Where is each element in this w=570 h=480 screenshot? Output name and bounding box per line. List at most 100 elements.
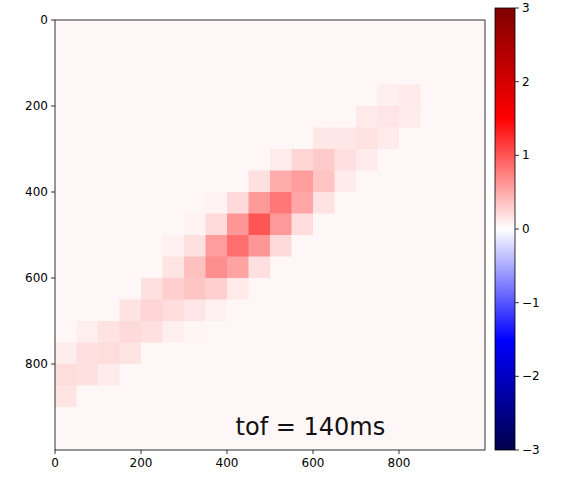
heatmap-cell — [227, 235, 249, 257]
heatmap-cell — [227, 42, 249, 64]
heatmap-cell — [313, 128, 335, 150]
colorbar-tick — [515, 302, 519, 303]
heatmap-cell — [399, 42, 421, 64]
heatmap-cell — [399, 321, 421, 343]
heatmap-cell — [313, 20, 335, 42]
heatmap-cell — [399, 171, 421, 193]
heatmap-cell — [227, 343, 249, 365]
heatmap-cell — [77, 106, 99, 128]
heatmap-cell — [335, 192, 357, 214]
heatmap-cell — [335, 20, 357, 42]
heatmap-cell — [356, 85, 378, 107]
heatmap-cell — [98, 386, 120, 408]
heatmap-cell — [249, 300, 271, 322]
heatmap-cell — [120, 63, 142, 85]
heatmap-cell — [184, 149, 206, 171]
heatmap-cell — [206, 149, 228, 171]
heatmap-cell — [399, 128, 421, 150]
heatmap-cell — [227, 20, 249, 42]
x-tick — [141, 450, 142, 454]
heatmap-cell — [141, 429, 163, 451]
colorbar-tick — [515, 229, 519, 230]
heatmap-cell — [421, 85, 443, 107]
heatmap-cell — [399, 257, 421, 279]
heatmap-cell — [378, 364, 400, 386]
heatmap-cell — [120, 321, 142, 343]
heatmap-cell — [335, 63, 357, 85]
heatmap-cell — [249, 128, 271, 150]
heatmap-cell — [184, 192, 206, 214]
heatmap-cell — [98, 321, 120, 343]
heatmap-cell — [141, 278, 163, 300]
heatmap-cell — [464, 257, 486, 279]
heatmap-cell — [184, 85, 206, 107]
heatmap-cell — [55, 278, 77, 300]
heatmap-cell — [206, 214, 228, 236]
heatmap-cell — [378, 85, 400, 107]
heatmap-cell — [249, 20, 271, 42]
heatmap-cell — [227, 257, 249, 279]
heatmap-cell — [442, 321, 464, 343]
heatmap-cell — [184, 63, 206, 85]
heatmap-cell — [77, 128, 99, 150]
y-tick — [51, 278, 55, 279]
heatmap-cell — [77, 85, 99, 107]
y-tick-label: 600 — [25, 271, 48, 285]
heatmap-cell — [270, 128, 292, 150]
heatmap-cell — [227, 192, 249, 214]
heatmap-cell — [378, 128, 400, 150]
heatmap-cell — [270, 63, 292, 85]
heatmap-cell — [292, 42, 314, 64]
heatmap-cell — [442, 214, 464, 236]
heatmap-cell — [141, 343, 163, 365]
heatmap-cell — [270, 300, 292, 322]
heatmap-cell — [313, 235, 335, 257]
heatmap-cell — [399, 192, 421, 214]
heatmap-cell — [335, 214, 357, 236]
y-tick — [51, 106, 55, 107]
heatmap-cell — [206, 300, 228, 322]
heatmap-cell — [184, 343, 206, 365]
y-tick — [51, 20, 55, 21]
heatmap-cell — [77, 149, 99, 171]
heatmap-cell — [77, 386, 99, 408]
heatmap-cell — [356, 63, 378, 85]
heatmap-cell — [464, 407, 486, 429]
heatmap-cell — [227, 321, 249, 343]
heatmap-cell — [421, 278, 443, 300]
plot-frame — [55, 20, 485, 450]
heatmap-cell — [184, 300, 206, 322]
heatmap-cell — [356, 106, 378, 128]
heatmap-cell — [98, 128, 120, 150]
heatmap-cell — [313, 257, 335, 279]
heatmap-cell — [206, 128, 228, 150]
heatmap-cell — [141, 235, 163, 257]
heatmap-cell — [270, 20, 292, 42]
x-tick — [227, 450, 228, 454]
heatmap-cell — [442, 106, 464, 128]
heatmap-cell — [55, 128, 77, 150]
heatmap-cell — [292, 386, 314, 408]
heatmap-cell — [249, 85, 271, 107]
heatmap-cell — [206, 429, 228, 451]
heatmap-cell — [206, 42, 228, 64]
heatmap-cell — [356, 235, 378, 257]
heatmap-cell — [313, 106, 335, 128]
heatmap-cell — [421, 257, 443, 279]
heatmap-cell — [356, 171, 378, 193]
colorbar-tick — [515, 155, 519, 156]
heatmap-cell — [399, 20, 421, 42]
heatmap-cell — [335, 386, 357, 408]
heatmap-cell — [98, 171, 120, 193]
heatmap-cell — [421, 192, 443, 214]
heatmap-cell — [77, 364, 99, 386]
heatmap-cell — [442, 128, 464, 150]
heatmap-cell — [442, 364, 464, 386]
heatmap-cell — [184, 235, 206, 257]
heatmap-cell — [442, 407, 464, 429]
heatmap-cell — [442, 343, 464, 365]
heatmap-cell — [356, 20, 378, 42]
heatmap-cell — [206, 257, 228, 279]
heatmap-cell — [378, 63, 400, 85]
heatmap-cell — [206, 364, 228, 386]
